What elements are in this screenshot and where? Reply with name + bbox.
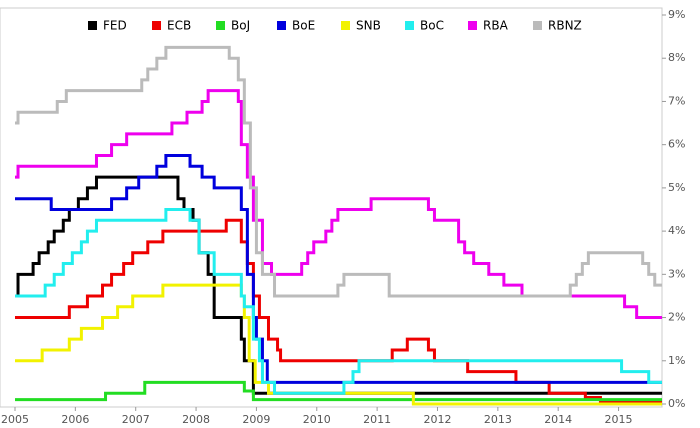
legend-marker [152, 21, 161, 30]
legend-label: RBNZ [548, 19, 582, 33]
legend-marker [405, 21, 414, 30]
legend-marker [277, 21, 286, 30]
x-tick-label: 2015 [605, 413, 633, 426]
x-tick-label: 2007 [122, 413, 150, 426]
y-tick-label: 9% [668, 8, 685, 21]
series-line [15, 380, 662, 402]
x-tick-label: 2005 [1, 413, 29, 426]
x-tick-label: 2012 [423, 413, 451, 426]
series-line [15, 89, 662, 320]
x-tick-label: 2008 [182, 413, 210, 426]
legend-marker [533, 21, 542, 30]
series-line [15, 153, 662, 384]
legend-label: FED [103, 19, 127, 33]
legend-marker [341, 21, 350, 30]
legend-label: SNB [356, 19, 381, 33]
legend-marker [216, 21, 225, 30]
y-tick-label: 7% [668, 94, 685, 107]
y-tick-label: 4% [668, 224, 685, 237]
legend: FED ECB BoJ BoE SNB BoC RBA RBNZ [88, 19, 582, 33]
x-tick-label: 2013 [484, 413, 512, 426]
legend-marker [468, 21, 477, 30]
legend-label: BoC [420, 19, 444, 33]
y-tick-label: 5% [668, 181, 685, 194]
plot-frame [0, 7, 663, 408]
legend-label: BoE [292, 19, 315, 33]
x-tick-label: 2011 [363, 413, 391, 426]
legend-label: RBA [483, 19, 509, 33]
x-tick-label: 2010 [303, 413, 331, 426]
x-tick-label: 2006 [61, 413, 89, 426]
series-line [15, 208, 662, 395]
y-tick-label: 2% [668, 311, 685, 324]
x-tick-label: 2014 [544, 413, 572, 426]
y-tick-label: 0% [668, 397, 685, 410]
x-tick-label: 2009 [242, 413, 270, 426]
legend-label: ECB [167, 19, 191, 33]
legend-label: BoJ [231, 19, 250, 33]
series-line [15, 45, 662, 298]
y-tick-label: 8% [668, 51, 685, 64]
legend-marker [88, 21, 97, 30]
y-tick-label: 6% [668, 138, 685, 151]
lines [15, 45, 662, 406]
y-tick-label: 3% [668, 267, 685, 280]
series-line [15, 218, 662, 404]
y-tick-label: 1% [668, 354, 685, 367]
series-line [15, 175, 662, 395]
